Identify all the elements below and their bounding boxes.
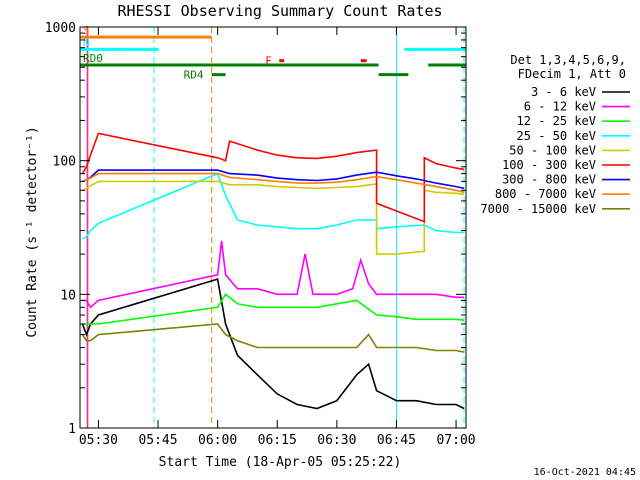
y-axis-label: Count Rate (s⁻¹ detector⁻¹) <box>25 126 40 337</box>
y-axis: 1 10 100 1000 <box>45 21 466 437</box>
legend-label-5: 100 - 300 keV <box>502 158 596 172</box>
y-tick-label-1: 10 <box>60 288 76 303</box>
time-bar-label-2: RD0 <box>83 52 103 65</box>
plot-frame <box>79 26 467 429</box>
legend-label-2: 12 - 25 keV <box>517 114 596 128</box>
x-tick-label-3: 06:15 <box>258 433 297 448</box>
series-line-4 <box>82 180 465 255</box>
x-tick-label-6: 07:00 <box>436 433 475 448</box>
series-line-5 <box>81 132 465 223</box>
y-tick-label-0: 1 <box>68 422 76 437</box>
time-bar-label-4: F <box>265 55 272 68</box>
footer-date: 16-Oct-2021 04:45 <box>534 467 636 478</box>
x-axis: 05:30 05:45 06:00 06:15 06:30 06:45 07:00 <box>79 27 476 448</box>
y-tick-label-2: 100 <box>53 155 76 170</box>
x-axis-label: Start Time (18-Apr-05 05:25:22) <box>159 455 402 470</box>
legend-label-3: 25 - 50 keV <box>517 129 596 143</box>
y-tick-label-3: 1000 <box>45 21 76 36</box>
x-tick-label-1: 05:45 <box>138 433 177 448</box>
series-line-6 <box>82 169 465 190</box>
legend: Det 1,3,4,5,6,9, FDecim 1, Att 0 3 - 6 k… <box>480 53 630 216</box>
time-bar-label-3: RD4 <box>184 69 204 82</box>
series-line-2 <box>82 293 465 325</box>
time-bar-label-1: N <box>83 36 90 49</box>
legend-label-8: 7000 - 15000 keV <box>480 202 596 216</box>
x-tick-label-0: 05:30 <box>79 433 118 448</box>
legend-header-line-2: FDecim 1, Att 0 <box>518 67 626 81</box>
series-line-3 <box>82 172 464 240</box>
time-bar-label-0: S <box>83 24 90 37</box>
legend-label-1: 6 - 12 keV <box>524 100 596 114</box>
legend-label-0: 3 - 6 keV <box>531 85 596 99</box>
plot-area: SN RD0 RD4 F <box>79 24 466 428</box>
series-line-7 <box>82 172 465 194</box>
chart-title: RHESSI Observing Summary Count Rates <box>117 2 442 20</box>
legend-label-6: 300 - 800 keV <box>502 173 596 187</box>
x-tick-label-4: 06:30 <box>317 433 356 448</box>
x-tick-label-5: 06:45 <box>377 433 416 448</box>
x-tick-label-2: 06:00 <box>198 433 237 448</box>
series-line-8 <box>81 323 465 353</box>
legend-label-7: 800 - 7000 keV <box>495 187 596 201</box>
legend-header-line-1: Det 1,3,4,5,6,9, <box>510 53 626 67</box>
series-line-1 <box>82 241 464 309</box>
legend-label-4: 50 - 100 keV <box>509 143 596 157</box>
series-line-0 <box>81 278 465 410</box>
